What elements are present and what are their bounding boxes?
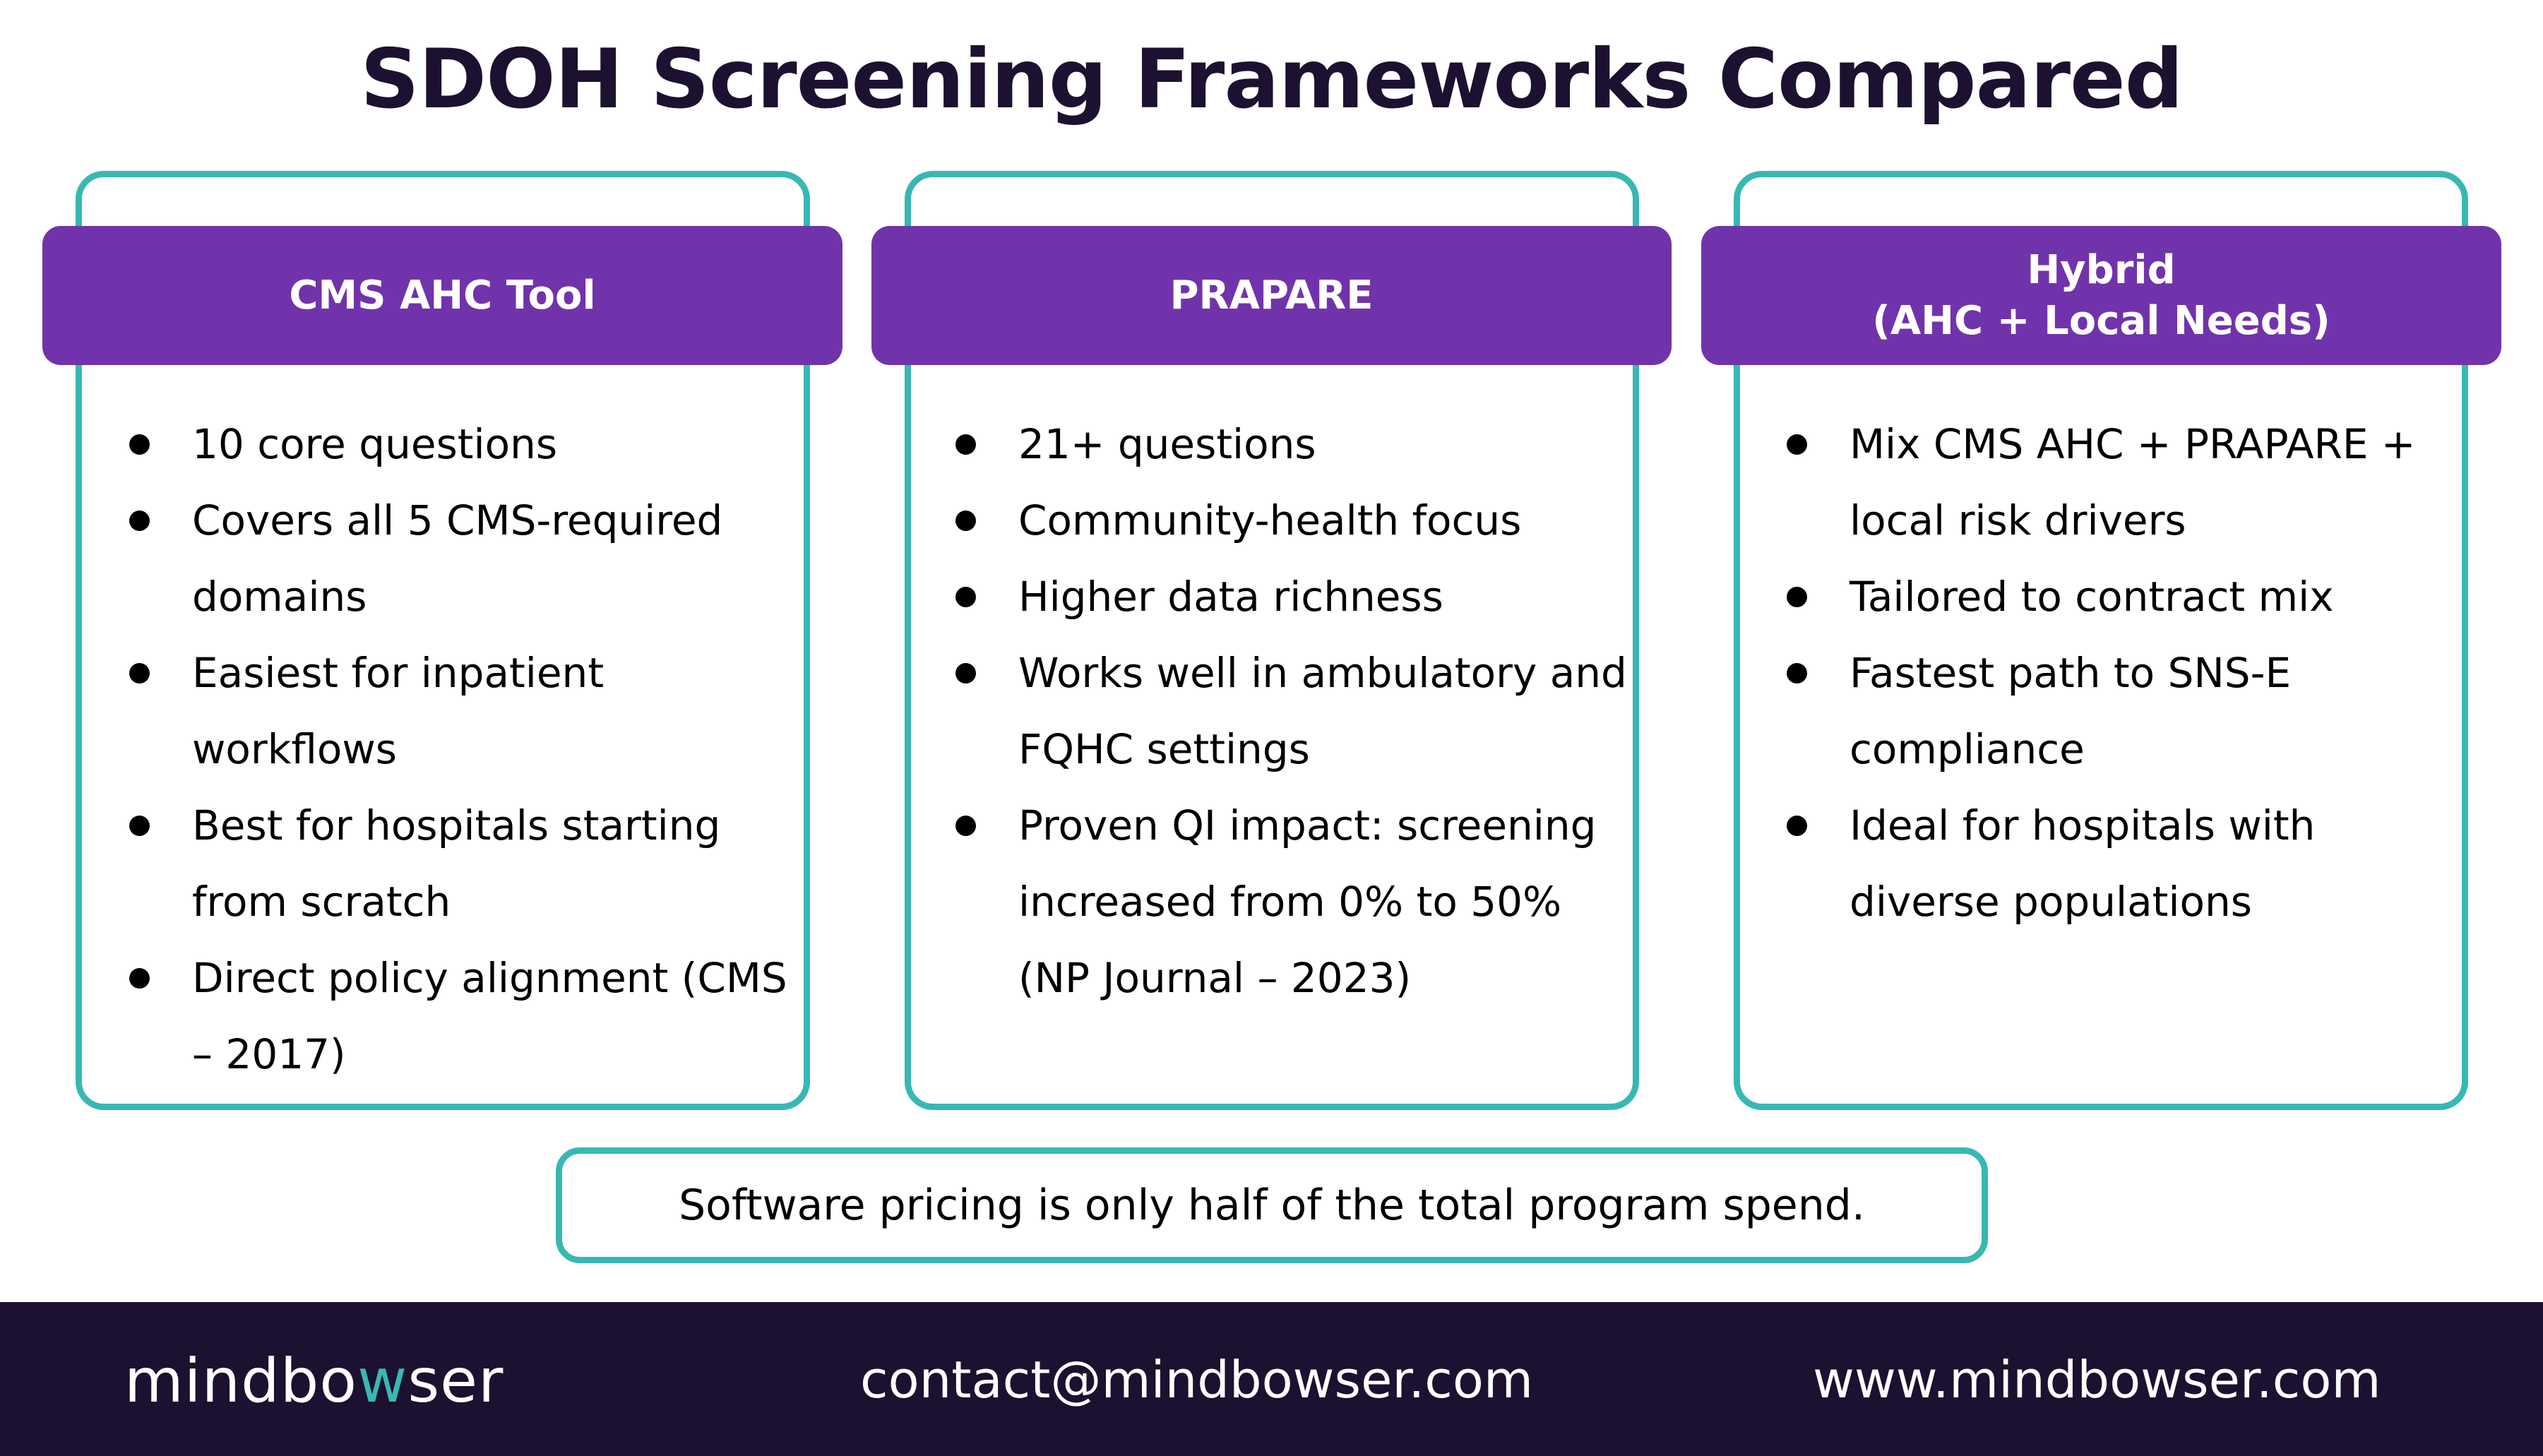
list-item: Proven QI impact: screening increased fr… — [955, 787, 1633, 1016]
bullet-list-prapare: 21+ questions Community-health focus Hig… — [955, 406, 1633, 1016]
bullet-icon — [1787, 587, 1807, 607]
bullet-icon — [955, 511, 976, 531]
list-item-text: Community-health focus — [1018, 496, 1522, 544]
card-header-cms-ahc: CMS AHC Tool — [42, 226, 842, 365]
list-item: Community-health focus — [955, 482, 1633, 559]
list-item: Tailored to contract mix — [1787, 559, 2465, 635]
website-link[interactable]: www.mindbowser.com — [1813, 1350, 2381, 1409]
list-item-text: Higher data richness — [1018, 573, 1443, 621]
list-item: Works well in ambulatory and FQHC settin… — [955, 635, 1633, 787]
bullet-icon — [129, 816, 150, 836]
list-item: Easiest for inpatient workflows — [129, 635, 807, 787]
list-item-text: Covers all 5 CMS-required domains — [192, 496, 723, 621]
card-header-label: Hybrid (AHC + Local Needs) — [1872, 246, 2330, 344]
list-item: Higher data richness — [955, 559, 1633, 635]
page-title: SDOH Screening Frameworks Compared — [360, 32, 2184, 127]
bullet-icon — [1787, 434, 1807, 455]
list-item-text: 21+ questions — [1018, 420, 1316, 468]
bullet-list-hybrid: Mix CMS AHC + PRAPARE + local risk drive… — [1787, 406, 2465, 940]
bullet-icon — [955, 663, 976, 684]
list-item-text: Tailored to contract mix — [1850, 573, 2334, 621]
card-header-hybrid: Hybrid (AHC + Local Needs) — [1701, 226, 2501, 365]
logo-text-accent: w — [357, 1346, 408, 1416]
footer: mindbowser contact@mindbowser.com www.mi… — [0, 1302, 2543, 1456]
list-item: Mix CMS AHC + PRAPARE + local risk drive… — [1787, 406, 2465, 559]
list-item: 21+ questions — [955, 406, 1633, 482]
callout-box: Software pricing is only half of the tot… — [556, 1147, 1988, 1263]
bullet-icon — [129, 663, 150, 684]
list-item: Ideal for hospitals with diverse populat… — [1787, 787, 2465, 940]
card-header-label: CMS AHC Tool — [289, 272, 596, 318]
logo-text-end: ser — [407, 1346, 504, 1416]
list-item-text: Ideal for hospitals with diverse populat… — [1850, 801, 2316, 926]
bullet-icon — [955, 587, 976, 607]
card-header-label: PRAPARE — [1169, 272, 1374, 318]
contact-email-link[interactable]: contact@mindbowser.com — [860, 1350, 1534, 1409]
list-item-text: Easiest for inpatient workflows — [192, 649, 605, 773]
list-item: Covers all 5 CMS-required domains — [129, 482, 807, 635]
list-item-text: 10 core questions — [192, 420, 558, 468]
bullet-list-cms-ahc: 10 core questions Covers all 5 CMS-requi… — [129, 406, 807, 1092]
list-item: Direct policy alignment (CMS – 2017) — [129, 940, 807, 1092]
bullet-icon — [955, 816, 976, 836]
list-item-text: Fastest path to SNS-E compliance — [1850, 649, 2292, 773]
card-header-prapare: PRAPARE — [871, 226, 1672, 365]
list-item: Best for hospitals starting from scratch — [129, 787, 807, 940]
callout-text: Software pricing is only half of the tot… — [679, 1181, 1865, 1230]
mindbowser-logo: mindbowser — [124, 1346, 504, 1416]
list-item: 10 core questions — [129, 406, 807, 482]
list-item-text: Works well in ambulatory and FQHC settin… — [1018, 649, 1627, 773]
list-item: Fastest path to SNS-E compliance — [1787, 635, 2465, 787]
bullet-icon — [955, 434, 976, 455]
bullet-icon — [129, 511, 150, 531]
logo-text-start: mindbo — [124, 1346, 357, 1416]
bullet-icon — [129, 434, 150, 455]
list-item-text: Mix CMS AHC + PRAPARE + local risk drive… — [1850, 420, 2416, 544]
list-item-text: Direct policy alignment (CMS – 2017) — [192, 954, 787, 1078]
list-item-text: Best for hospitals starting from scratch — [192, 801, 721, 926]
list-item-text: Proven QI impact: screening increased fr… — [1018, 801, 1597, 1002]
bullet-icon — [1787, 663, 1807, 684]
bullet-icon — [129, 968, 150, 989]
bullet-icon — [1787, 816, 1807, 836]
